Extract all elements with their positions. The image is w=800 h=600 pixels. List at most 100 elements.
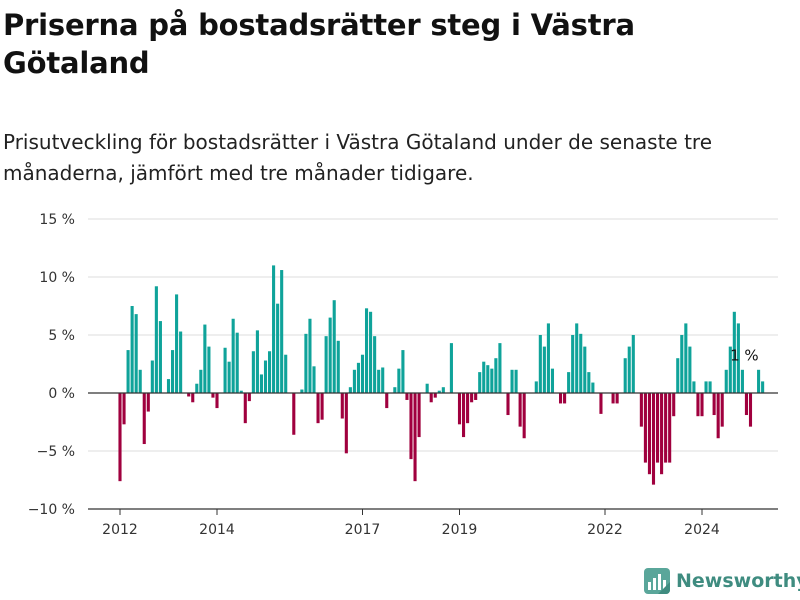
newsworthy-logo: Newsworthy — [644, 568, 800, 594]
bar — [647, 393, 652, 475]
bar — [344, 393, 348, 454]
bar — [385, 393, 389, 409]
bar — [736, 323, 740, 393]
bar — [175, 294, 179, 393]
y-tick-label: 15 % — [39, 212, 75, 228]
bar — [651, 393, 656, 485]
bar — [316, 393, 320, 424]
x-tick-label: 2017 — [345, 522, 381, 538]
bar — [118, 393, 122, 482]
bar — [761, 381, 765, 393]
bar-chart: 15 % 10 % 5 % 0 % −5 % −10 % 2012 2014 2017 2019… — [28, 212, 778, 538]
bar — [251, 351, 255, 393]
bar — [146, 393, 150, 412]
bar — [728, 346, 732, 393]
bar — [328, 317, 332, 393]
bar — [243, 393, 247, 424]
bar — [708, 381, 712, 393]
bar — [668, 393, 672, 463]
bar — [276, 303, 280, 393]
bar — [498, 343, 502, 393]
y-tick-label: 5 % — [48, 328, 75, 344]
bar — [611, 393, 615, 404]
x-tick-label: 2012 — [102, 522, 138, 538]
bar — [223, 347, 227, 393]
bar — [744, 393, 749, 416]
bar — [579, 333, 583, 393]
bar — [170, 350, 175, 393]
bar — [179, 331, 183, 393]
y-tick-label: 0 % — [48, 386, 75, 402]
bar — [740, 369, 744, 393]
bar — [413, 393, 417, 482]
bar — [615, 393, 619, 404]
bar — [712, 393, 716, 416]
bar — [510, 369, 514, 393]
bar — [203, 324, 207, 393]
bar — [215, 393, 219, 409]
bar — [235, 332, 239, 393]
bar — [470, 393, 474, 403]
bar — [449, 343, 453, 393]
bar — [425, 383, 429, 393]
chart-subtitle: Prisutveckling för bostadsrätter i Västr… — [3, 130, 713, 185]
bar — [304, 333, 308, 393]
bar — [352, 369, 356, 393]
bar — [126, 350, 130, 393]
bar — [542, 346, 546, 393]
bar — [631, 335, 635, 393]
bar — [664, 393, 668, 463]
bar — [381, 367, 385, 393]
bar — [122, 393, 126, 425]
x-tick-label: 2014 — [199, 522, 235, 538]
bar — [154, 286, 158, 393]
bar — [231, 318, 235, 393]
bar — [506, 393, 510, 416]
bar — [308, 318, 312, 393]
bar — [546, 323, 550, 393]
bar — [716, 393, 720, 439]
bar — [567, 372, 571, 393]
bar — [627, 346, 631, 393]
bar — [676, 358, 680, 393]
bar — [538, 335, 542, 393]
bar — [457, 393, 462, 425]
bar — [571, 335, 575, 393]
bar — [482, 361, 486, 393]
bar — [360, 354, 365, 393]
bar — [696, 393, 700, 417]
bar — [599, 393, 603, 414]
bar — [748, 393, 753, 427]
bar — [757, 369, 761, 393]
bar — [441, 387, 445, 393]
bar — [272, 265, 276, 393]
bar — [255, 330, 259, 393]
bar — [300, 389, 304, 393]
bar — [340, 393, 344, 419]
bar — [191, 393, 195, 403]
bar — [461, 393, 466, 438]
bar — [655, 393, 660, 463]
bar — [587, 372, 591, 393]
bar — [550, 368, 555, 393]
bar — [575, 323, 579, 393]
bar — [704, 381, 708, 393]
y-tick-label: 10 % — [39, 270, 75, 286]
bar — [639, 393, 643, 427]
bar — [409, 393, 413, 460]
bar — [417, 393, 421, 438]
x-axis-labels: 2012 2014 2017 2019 2022 2024 — [102, 522, 720, 538]
bar — [397, 368, 401, 393]
bar — [292, 393, 296, 435]
bar — [405, 393, 409, 400]
bar — [332, 300, 336, 393]
bar — [150, 360, 154, 393]
bar — [684, 323, 688, 393]
bar — [720, 393, 724, 427]
y-axis-labels: 15 % 10 % 5 % 0 % −5 % −10 % — [28, 212, 75, 518]
bar — [239, 390, 243, 393]
bar — [466, 393, 470, 424]
x-tick-label: 2024 — [684, 522, 720, 538]
bar — [558, 393, 563, 404]
bar — [320, 393, 324, 420]
